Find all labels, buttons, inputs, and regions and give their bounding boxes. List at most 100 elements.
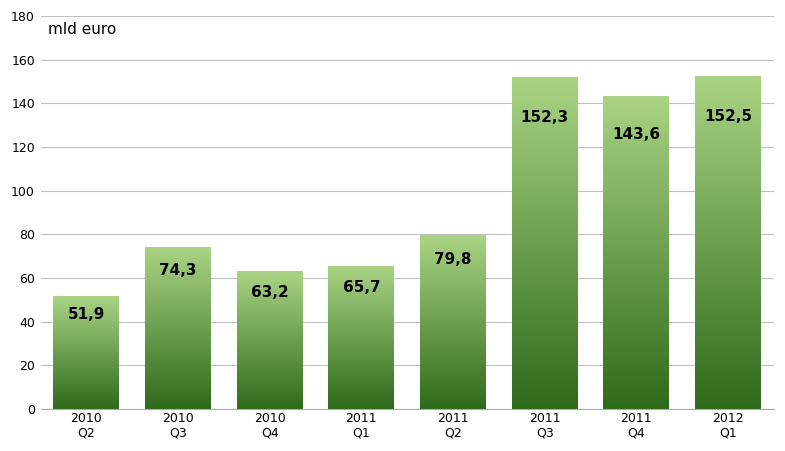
Bar [420,309,486,310]
Bar [604,392,670,393]
Bar [695,251,761,253]
Bar [237,308,303,309]
Bar [420,404,486,405]
Bar [145,277,211,278]
Bar [604,165,670,166]
Bar [695,146,761,148]
Bar [604,232,670,234]
Bar [145,254,211,255]
Bar [604,345,670,346]
Bar [695,274,761,276]
Bar [53,302,119,303]
Bar [53,357,119,358]
Bar [695,98,761,100]
Bar [695,342,761,344]
Bar [512,203,578,205]
Bar [604,310,670,312]
Bar [420,388,486,389]
Bar [53,383,119,384]
Bar [145,250,211,251]
Bar [695,406,761,407]
Bar [420,334,486,335]
Bar [695,369,761,371]
Bar [512,226,578,228]
Bar [145,308,211,309]
Bar [695,163,761,164]
Bar [420,274,486,275]
Bar [604,243,670,244]
Bar [145,396,211,397]
Bar [328,364,394,365]
Bar [695,346,761,348]
Bar [604,334,670,336]
Bar [420,377,486,378]
Bar [145,364,211,365]
Bar [53,336,119,337]
Bar [512,186,578,188]
Bar [237,303,303,304]
Bar [420,407,486,408]
Bar [420,396,486,397]
Bar [512,196,578,198]
Bar [695,326,761,327]
Bar [145,362,211,363]
Bar [420,360,486,361]
Bar [420,272,486,273]
Bar [237,274,303,275]
Bar [145,286,211,287]
Bar [512,406,578,407]
Bar [145,307,211,308]
Bar [695,331,761,332]
Bar [512,349,578,351]
Bar [53,362,119,363]
Bar [695,191,761,193]
Bar [604,273,670,274]
Bar [328,389,394,390]
Bar [695,148,761,149]
Bar [420,251,486,252]
Bar [145,399,211,400]
Bar [237,373,303,374]
Bar [53,322,119,323]
Bar [420,246,486,247]
Bar [53,297,119,298]
Bar [145,394,211,395]
Bar [695,126,761,128]
Bar [53,384,119,385]
Bar [145,257,211,258]
Bar [145,256,211,257]
Bar [420,376,486,377]
Bar [512,218,578,220]
Bar [604,105,670,106]
Bar [512,176,578,178]
Bar [53,324,119,325]
Bar [145,332,211,333]
Bar [604,198,670,199]
Bar [420,296,486,297]
Bar [328,375,394,376]
Bar [604,384,670,386]
Bar [604,169,670,171]
Bar [695,229,761,231]
Bar [420,292,486,293]
Bar [695,201,761,202]
Bar [604,356,670,357]
Bar [237,330,303,331]
Bar [53,353,119,354]
Bar [604,135,670,136]
Bar [237,339,303,340]
Bar [695,106,761,108]
Bar [512,293,578,295]
Bar [695,218,761,219]
Text: 74,3: 74,3 [159,263,197,278]
Bar [695,83,761,84]
Bar [512,401,578,402]
Bar [145,322,211,323]
Bar [237,298,303,299]
Bar [604,364,670,365]
Bar [53,334,119,335]
Bar [512,396,578,397]
Bar [145,390,211,391]
Bar [420,245,486,246]
Bar [604,106,670,108]
